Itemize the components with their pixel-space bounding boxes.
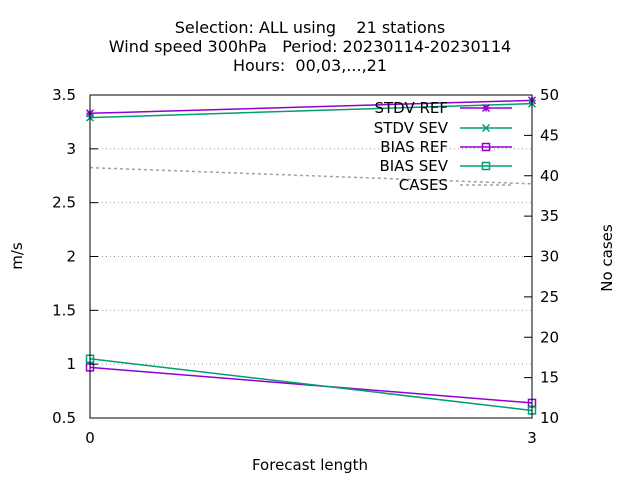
- grid-layer: [90, 148, 532, 365]
- marker-stroke: [481, 103, 491, 113]
- y-axis-label: m/s: [8, 242, 26, 270]
- y2-tick-label: 35: [540, 207, 559, 225]
- y-tick-label: 3.5: [52, 86, 76, 104]
- legend-label-0: STDV REF: [374, 99, 448, 117]
- series-line-1: [89, 102, 533, 119]
- y2-tick-label: 25: [540, 288, 559, 306]
- legend-label-4: CASES: [399, 176, 448, 194]
- y2-tick-label: 15: [540, 369, 559, 387]
- y-tick-label: 2: [66, 248, 76, 266]
- series-line-3: [89, 358, 533, 412]
- y2-tick-label: 40: [540, 167, 559, 185]
- marker-stroke: [481, 142, 491, 152]
- x-tick-label: 3: [527, 429, 537, 447]
- y2-tick-label: 20: [540, 328, 559, 346]
- marker-stroke: [481, 161, 491, 171]
- y-tick-label: 2.5: [52, 194, 76, 212]
- y2-tick-label: 45: [540, 126, 559, 144]
- legend-label-1: STDV SEV: [374, 119, 449, 137]
- y2-tick-label: 30: [540, 248, 559, 266]
- y-tick-label: 1.5: [52, 301, 76, 319]
- chart-title-line-2: Wind speed 300hPa Period: 20230114-20230…: [109, 37, 511, 56]
- series-line-4: [89, 166, 533, 185]
- x-tick-label: 0: [85, 429, 95, 447]
- legend-marker-2: [481, 142, 491, 152]
- legend-label-2: BIAS REF: [380, 138, 448, 156]
- tick-layer: 0.5 1 1.5 2 2.5 3 3.5 10 15 20 25 30 35 40 45 50 0 3: [52, 86, 559, 447]
- legend-label-3: BIAS SEV: [379, 157, 448, 175]
- y2-tick-label: 10: [540, 409, 559, 427]
- y-tick-label: 3: [66, 140, 76, 158]
- chart-title-line-1: Selection: ALL using 21 stations: [175, 18, 445, 37]
- y-tick-label: 1: [66, 355, 76, 373]
- series-layer: [85, 96, 537, 415]
- legend-marker-1: [481, 123, 491, 133]
- y2-tick-label: 50: [540, 86, 559, 104]
- chart-title-line-3: Hours: 00,03,...,21: [233, 56, 387, 75]
- y-tick-label: 0.5: [52, 409, 76, 427]
- series-line-0: [89, 99, 533, 115]
- legend-marker-3: [481, 161, 491, 171]
- x-axis-label: Forecast length: [252, 456, 368, 474]
- marker-stroke: [481, 123, 491, 133]
- legend-marker-0: [481, 103, 491, 113]
- y2-axis-label: No cases: [598, 224, 616, 292]
